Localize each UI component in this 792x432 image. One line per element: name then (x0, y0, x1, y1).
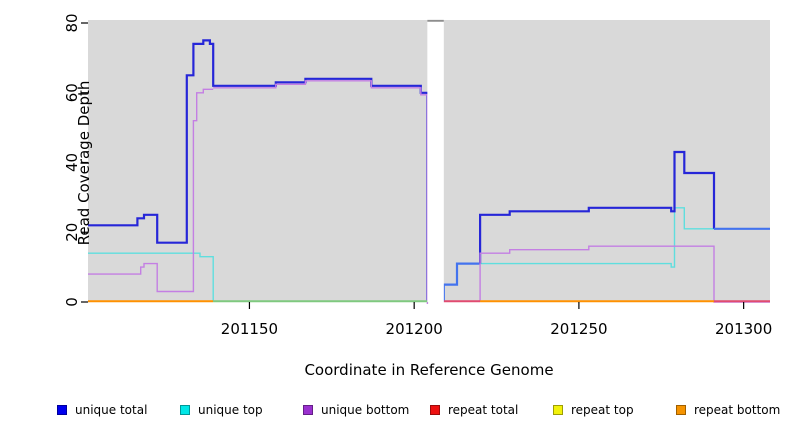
line-unique-bottom (88, 88, 214, 293)
legend-item-unique-top: unique top (180, 401, 263, 419)
y-tick-label: 20 (63, 223, 81, 242)
y-tick-label: 40 (63, 153, 81, 172)
legend-label: repeat total (448, 403, 519, 417)
x-tick-label: 201250 (550, 320, 607, 338)
x-axis-title: Coordinate in Reference Genome (304, 361, 554, 379)
legend-label: unique total (75, 403, 148, 417)
x-tick-label: 201150 (221, 320, 278, 338)
legend-swatch-icon (430, 405, 440, 415)
legend-swatch-icon (676, 405, 686, 415)
legend-label: unique bottom (321, 403, 410, 417)
legend-item-repeat-bottom: repeat bottom (676, 401, 780, 419)
legend-label: unique top (198, 403, 263, 417)
legend-swatch-icon (180, 405, 190, 415)
line-unique-top (480, 207, 770, 268)
legend-swatch-icon (57, 405, 67, 415)
line-unique-bottom (479, 245, 770, 303)
legend-swatch-icon (553, 405, 563, 415)
line-unique-bottom (213, 80, 429, 304)
legend-item-unique-total: unique total (57, 401, 147, 419)
chart-svg: 0 20 40 60 80 201150 201200 201250 201300 (63, 13, 772, 338)
line-unique-total (479, 150, 716, 264)
legend-label: repeat top (571, 403, 634, 417)
masked-region (427, 20, 444, 302)
y-tick-label: 80 (63, 13, 81, 32)
legend-item-unique-bottom: unique bottom (303, 401, 409, 419)
y-tick-label: 0 (63, 297, 81, 307)
legend-label: repeat bottom (694, 403, 781, 417)
legend-swatch-icon (303, 405, 313, 415)
y-axis-title: Read Coverage Depth (75, 80, 93, 246)
line-unique-top (88, 252, 214, 302)
legend: unique total unique top unique bottom repea… (0, 401, 792, 419)
x-tick-label: 201300 (715, 320, 772, 338)
legend-item-repeat-top: repeat top (553, 401, 634, 419)
legend-item-repeat-total: repeat total (430, 401, 518, 419)
x-tick-label: 201200 (386, 320, 443, 338)
y-tick-label: 60 (63, 83, 81, 102)
